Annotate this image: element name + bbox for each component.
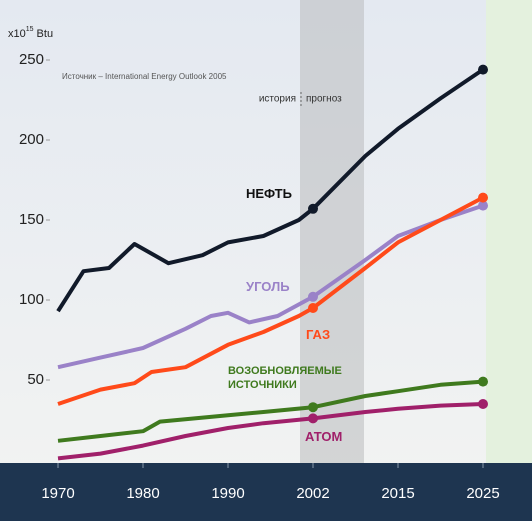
point [308, 402, 318, 412]
series-label: НЕФТЬ [246, 187, 326, 201]
x-tick-label: 2025 [466, 485, 499, 502]
history-label: история [259, 94, 296, 105]
point [478, 399, 488, 409]
forecast-band [300, 0, 364, 463]
chart-svg: x1015Btu Источник – International Energy… [0, 0, 532, 521]
series-label: АТОМ [305, 430, 365, 444]
series-label: ВОЗОБНОВЛЯЕМЫЕ ИСТОЧНИКИ [228, 364, 358, 392]
y-tick-label: 100 [19, 291, 44, 308]
x-tick-label: 1970 [41, 485, 74, 502]
point [478, 65, 488, 75]
point [308, 303, 318, 313]
right-band [486, 0, 532, 463]
chart: x1015Btu Источник – International Energy… [0, 0, 532, 521]
point [478, 193, 488, 203]
y-tick-label: 150 [19, 211, 44, 228]
point [478, 377, 488, 387]
y-tick-label: 50 [27, 371, 44, 388]
x-tick-label: 2015 [381, 485, 414, 502]
series-label: УГОЛЬ [246, 280, 326, 294]
x-tick-label: 1990 [211, 485, 244, 502]
x-axis-bar [0, 463, 532, 521]
point [308, 413, 318, 423]
point [308, 204, 318, 214]
y-unit-suffix: Btu [37, 28, 54, 40]
forecast-label: прогноз [306, 94, 342, 105]
series-label: ГАЗ [306, 328, 366, 342]
y-tick-label: 250 [19, 51, 44, 68]
y-unit-exp: 15 [26, 26, 34, 33]
x-tick-label: 2002 [296, 485, 329, 502]
y-tick-label: 200 [19, 131, 44, 148]
x-tick-label: 1980 [126, 485, 159, 502]
source: Источник – International Energy Outlook … [62, 72, 227, 81]
y-unit-base: x10 [8, 28, 26, 40]
